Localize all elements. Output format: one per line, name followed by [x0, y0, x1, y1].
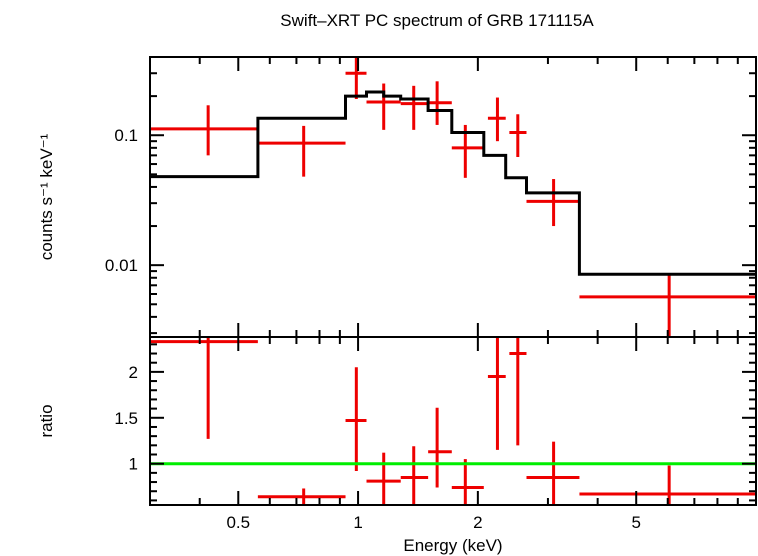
data-point: [150, 337, 258, 439]
data-point: [257, 125, 346, 177]
data-point: [366, 452, 401, 505]
data-point: [428, 407, 452, 488]
data-point: [400, 85, 429, 130]
data-point: [257, 488, 346, 505]
data-point: [526, 441, 580, 505]
model-step-line: [150, 90, 756, 276]
data-point: [345, 57, 367, 100]
data-point: [366, 83, 401, 130]
ratio-panel-frame: [149, 336, 757, 506]
x-tick-label: 0.5: [226, 513, 250, 532]
x-tick-label: 2: [473, 513, 482, 532]
top-panel-marks: [150, 57, 756, 337]
data-point: [579, 273, 756, 337]
data-point: [345, 367, 367, 472]
data-point: [451, 459, 484, 505]
x-tick-labels: 0.5 1 2 5: [226, 513, 640, 532]
y-tick-label: 0.1: [114, 126, 138, 145]
top-ylabel: counts s⁻¹ keV⁻¹: [37, 133, 56, 260]
y-tick-label: 1.5: [114, 409, 138, 428]
data-point: [428, 81, 452, 125]
top-panel-ticks: 0.01 0.1: [105, 56, 757, 337]
data-point: [487, 337, 506, 450]
top-panel: 0.01 0.1 counts s⁻¹ keV⁻¹: [37, 56, 757, 338]
x-tick-label: 5: [631, 513, 640, 532]
data-point: [509, 114, 527, 157]
ratio-panel-marks: [150, 337, 756, 505]
data-point: [526, 179, 580, 227]
data-point: [509, 337, 527, 446]
data-point: [400, 446, 429, 505]
x-tick-label: 1: [353, 513, 362, 532]
chart-title: Swift–XRT PC spectrum of GRB 171115A: [280, 11, 594, 30]
ratio-panel: 11.52 ratio: [37, 336, 757, 506]
data-point: [487, 97, 506, 142]
ratio-panel-ticks: 11.52: [114, 337, 757, 505]
data-point: [579, 465, 756, 505]
y-tick-label: 1: [129, 455, 138, 474]
y-tick-label: 0.01: [105, 256, 138, 275]
ratio-ylabel: ratio: [37, 404, 56, 437]
x-axis-label: Energy (keV): [403, 536, 502, 555]
data-point: [150, 105, 258, 156]
y-tick-label: 2: [129, 363, 138, 382]
top-panel-frame: [149, 56, 757, 338]
